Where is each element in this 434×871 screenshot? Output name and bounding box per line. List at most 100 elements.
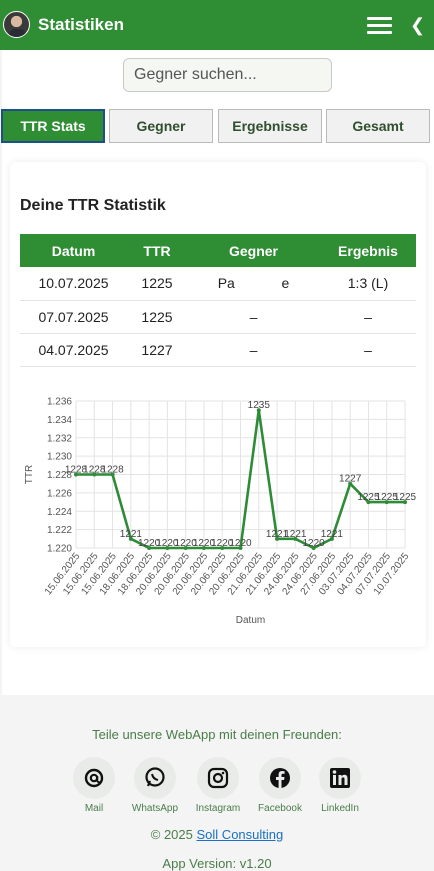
data-label: 1220	[229, 538, 252, 549]
share-label: Instagram	[195, 803, 241, 814]
x-axis-title: Datum	[236, 615, 265, 626]
share-label: Mail	[84, 803, 104, 814]
y-tick-label: 1.220	[47, 544, 72, 555]
data-point	[183, 546, 188, 550]
copyright: © 2025 Soll Consulting	[0, 827, 434, 842]
share-instagram-button[interactable]: Instagram	[188, 757, 248, 814]
data-point	[220, 546, 225, 550]
ttr-line-chart: 1.236 1.234 1.232 1.230 1.228 1.226 1.224 1.222…	[24, 397, 417, 627]
data-label: 1220	[175, 538, 198, 549]
tab-ttr-stats[interactable]: TTR Stats	[1, 109, 105, 143]
data-point	[384, 500, 389, 505]
share-linkedin-button[interactable]: LinkedIn	[310, 757, 370, 814]
share-title: Teile unsere WebApp mit deinen Freunden:	[92, 727, 342, 742]
data-point	[275, 536, 280, 541]
share-facebook-button[interactable]: Facebook	[250, 757, 310, 814]
app-header: Statistiken ❮	[0, 0, 434, 50]
data-point	[92, 472, 97, 477]
instagram-icon	[207, 767, 229, 789]
cell-ergebnis: –	[320, 333, 416, 367]
whatsapp-icon	[145, 767, 165, 787]
data-point	[403, 500, 407, 505]
menu-icon[interactable]	[367, 17, 392, 34]
y-tick-label: 1.224	[47, 507, 72, 518]
cell-ergebnis: –	[320, 300, 416, 334]
col-gegner[interactable]: Gegner	[187, 234, 320, 267]
data-point	[110, 472, 115, 477]
cell-datum: 04.07.2025	[20, 333, 127, 367]
y-tick-label: 1.234	[47, 415, 72, 426]
data-point	[348, 481, 353, 486]
cell-ttr: 1227	[127, 333, 187, 367]
cell-gegner: –	[187, 333, 320, 367]
data-label: 1220	[156, 538, 179, 549]
table-row: 04.07.2025 1227 – –	[20, 333, 416, 367]
search-input[interactable]	[123, 58, 332, 92]
data-label: 1220	[193, 538, 216, 549]
data-label: 1220	[302, 538, 325, 549]
tab-ergebnisse[interactable]: Ergebnisse	[218, 109, 322, 143]
data-point	[329, 536, 334, 541]
data-point	[128, 536, 133, 541]
cell-ttr: 1225	[127, 267, 187, 301]
col-ergebnis[interactable]: Ergebnis	[320, 234, 416, 267]
y-tick-label: 1.228	[47, 470, 72, 481]
cell-ergebnis: 1:3 (L)	[320, 267, 416, 301]
data-label: 1220	[138, 538, 161, 549]
cell-gegner[interactable]: Pa e	[187, 267, 320, 301]
data-point	[147, 546, 152, 550]
data-label: 1225	[376, 492, 399, 503]
table-row: 10.07.2025 1225 Pa e 1:3 (L)	[20, 267, 416, 301]
col-ttr[interactable]: TTR	[127, 234, 187, 267]
linkedin-icon	[330, 768, 350, 788]
data-label: 1228	[101, 465, 124, 476]
data-label: 1235	[248, 400, 271, 411]
y-tick-label: 1.236	[47, 397, 72, 408]
data-label: 1221	[266, 529, 289, 540]
facebook-icon	[270, 768, 290, 788]
chevron-left-icon[interactable]: ❮	[410, 15, 426, 35]
copyright-text: © 2025	[150, 827, 193, 842]
data-label: 1228	[83, 465, 106, 476]
data-label: 1227	[339, 474, 362, 485]
tab-gegner[interactable]: Gegner	[109, 109, 213, 143]
data-point	[74, 472, 78, 477]
share-label: WhatsApp	[131, 803, 179, 814]
y-tick-label: 1.222	[47, 525, 72, 536]
stats-title: Deine TTR Statistik	[20, 197, 166, 214]
data-label: 1225	[394, 492, 417, 503]
data-point	[366, 500, 371, 505]
at-icon	[84, 768, 104, 788]
col-datum[interactable]: Datum	[20, 234, 127, 267]
y-tick-label: 1.230	[47, 452, 72, 463]
cell-gegner: –	[187, 300, 320, 334]
cell-datum: 10.07.2025	[20, 267, 127, 301]
data-label: 1221	[120, 529, 143, 540]
share-label: Facebook	[258, 803, 302, 814]
data-label: 1228	[65, 465, 88, 476]
share-mail-button[interactable]: Mail	[64, 757, 124, 814]
data-point	[201, 546, 206, 550]
data-point	[165, 546, 170, 550]
tab-gesamt[interactable]: Gesamt	[326, 109, 430, 143]
app-version: App Version: v1.20	[162, 856, 272, 871]
cell-datum: 07.07.2025	[20, 300, 127, 334]
data-point	[238, 546, 243, 550]
table-row: 07.07.2025 1225 – –	[20, 300, 416, 334]
avatar[interactable]	[3, 11, 30, 38]
data-label: 1221	[321, 529, 344, 540]
cell-ttr: 1225	[127, 300, 187, 334]
y-tick-label: 1.232	[47, 433, 72, 444]
share-whatsapp-button[interactable]: WhatsApp	[125, 757, 185, 814]
data-point	[293, 536, 298, 541]
share-label: LinkedIn	[321, 803, 359, 814]
data-label: 1225	[357, 492, 380, 503]
ttr-table: Datum TTR Gegner Ergebnis 10.07.2025 122…	[20, 234, 416, 367]
y-tick-label: 1.226	[47, 488, 72, 499]
y-axis-title: TTR	[24, 465, 35, 484]
page-title: Statistiken	[38, 15, 124, 34]
company-link[interactable]: Soll Consulting	[196, 827, 284, 842]
data-point	[311, 546, 316, 550]
data-point	[256, 408, 261, 413]
data-label: 1220	[211, 538, 234, 549]
